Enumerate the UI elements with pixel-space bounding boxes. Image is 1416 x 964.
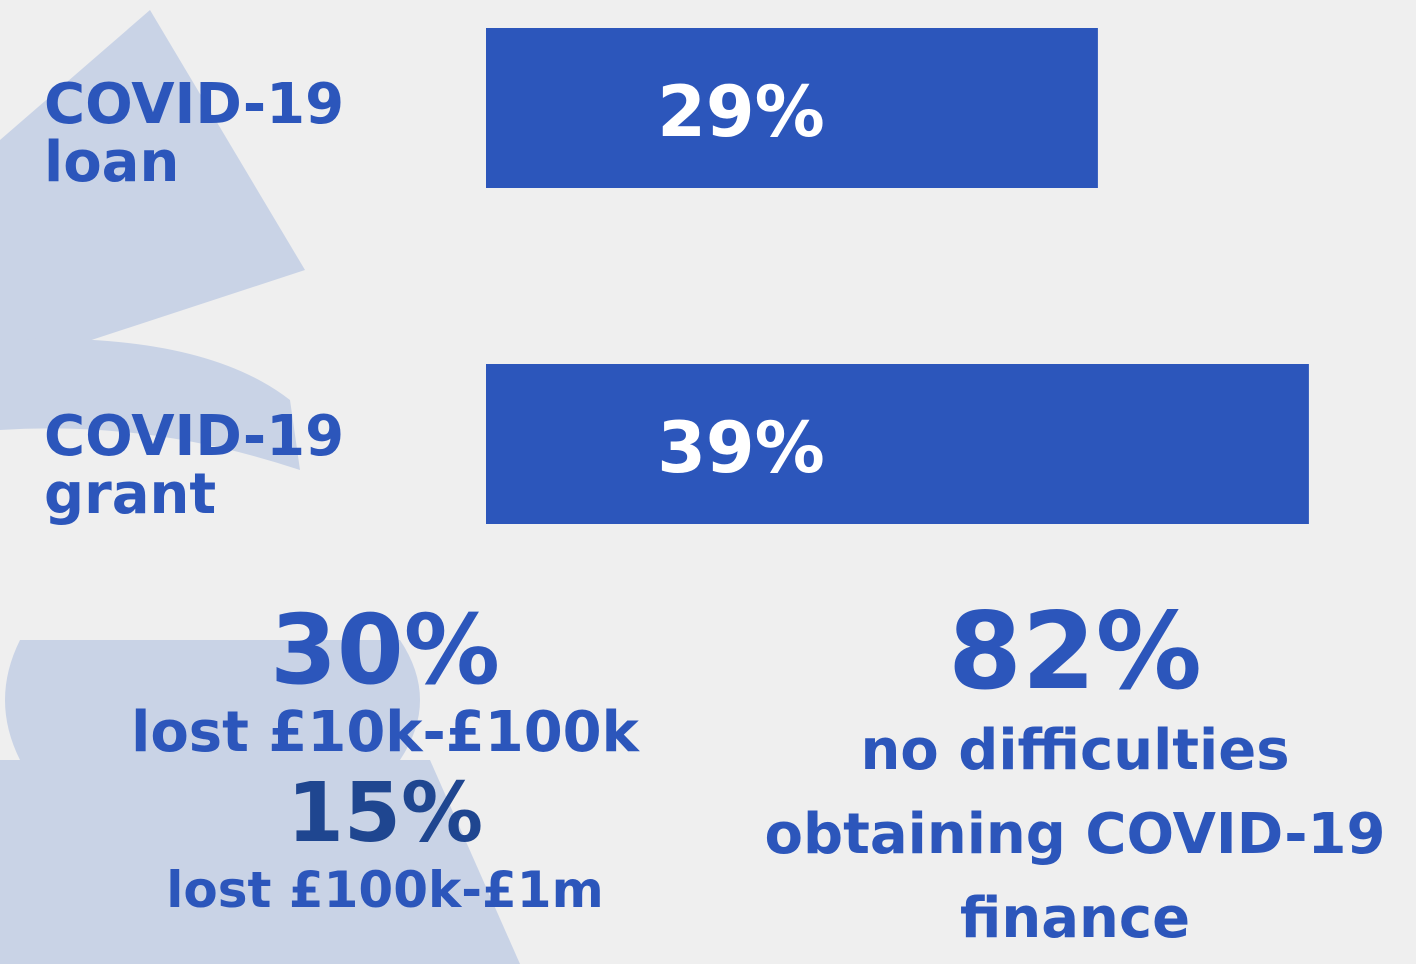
stat-label: no difficulties obtaining COVID-19 finan… — [760, 709, 1390, 961]
stat-block: 82% no difficulties obtaining COVID-19 f… — [760, 595, 1390, 961]
value-label: 29% — [657, 71, 825, 153]
value-label: 39% — [657, 407, 825, 489]
stat-label: lost £100k-£1m — [100, 862, 670, 918]
stat-label: lost £10k-£100k — [100, 700, 670, 766]
stat-figure: 30% — [100, 600, 670, 700]
category-label: COVID-19 grant — [44, 408, 444, 524]
category-label: COVID-19 loan — [44, 76, 444, 192]
stat-figure: 82% — [760, 595, 1390, 709]
bar — [486, 364, 1309, 524]
page: 29% 39% COVID-19 loan COVID-19 grant 30% … — [0, 0, 1416, 964]
stat-block: 30% lost £10k-£100k 15% lost £100k-£1m — [100, 600, 670, 918]
stat-figure: 15% — [100, 766, 670, 862]
